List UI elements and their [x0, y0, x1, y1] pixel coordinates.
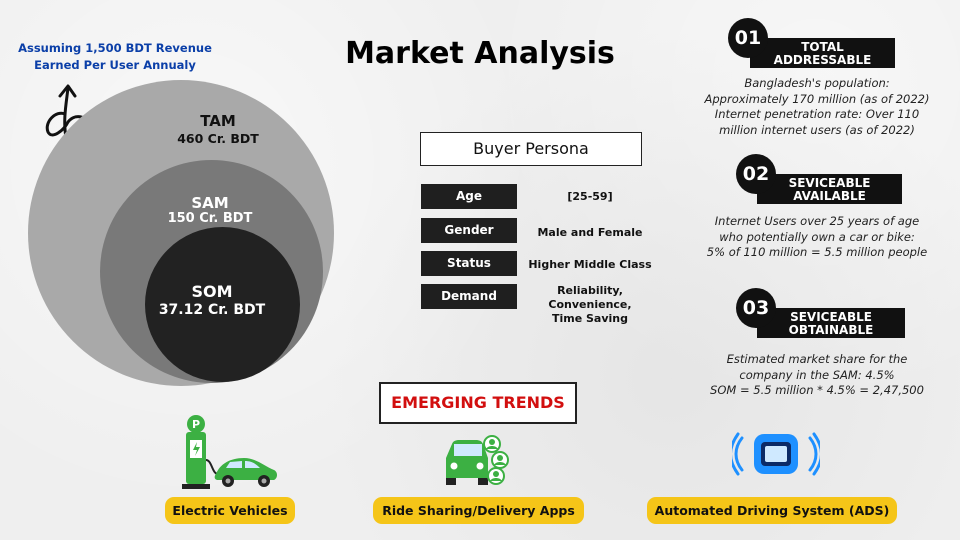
tam-desc-line-3: Internet penetration rate: Over 110 [714, 107, 920, 121]
tam-desc-line-2: Approximately 170 million (as of 2022) [704, 91, 930, 106]
segment-description-tam: Bangladesh's population: Approximately 1… [697, 76, 937, 138]
emerging-trends-heading: EMERGING TRENDS [379, 382, 577, 424]
page-title: Market Analysis [345, 36, 615, 71]
som-desc-line-2: company in the SAM: 4.5% [739, 367, 895, 382]
assumption-line-1: Assuming 1,500 BDT Revenue [18, 41, 212, 55]
som-desc-line-1: Estimated market share for the [726, 352, 908, 366]
sam-desc-line-3: 5% of 110 million = 5.5 million people [706, 245, 928, 259]
sam-value: 150 Cr. BDT [167, 211, 253, 226]
som-label: SOM [191, 282, 233, 301]
som-circle [145, 227, 300, 382]
assumption-note: Assuming 1,500 BDT Revenue Earned Per Us… [8, 40, 222, 74]
tag-serviceable-available-line-1: SEVICEABLE [788, 176, 871, 190]
svg-text:P: P [192, 418, 200, 431]
sam-label: SAM [191, 194, 229, 212]
segment-number-03: 03 [736, 288, 776, 328]
autonomous-car-icon [732, 432, 820, 476]
persona-value-status: Higher Middle Class [528, 258, 652, 271]
persona-value-demand: Reliability, Convenience, Time Saving [515, 284, 665, 326]
persona-value-demand-line-2: Time Saving [551, 312, 629, 325]
tam-desc-line-4: million internet users (as of 2022) [719, 122, 915, 137]
persona-label-age: Age [421, 184, 517, 209]
tag-serviceable-obtainable: SEVICEABLE OBTAINABLE [757, 308, 905, 338]
segment-number-01: 01 [728, 18, 768, 58]
segment-number-02: 02 [736, 154, 776, 194]
persona-label-status: Status [421, 251, 517, 276]
sam-desc-line-2: who potentially own a car or bike: [719, 229, 915, 244]
segment-description-som: Estimated market share for the company i… [697, 352, 937, 399]
tag-serviceable-available-line-2: AVAILABLE [793, 188, 866, 203]
assumption-line-2: Earned Per User Annualy [34, 58, 196, 72]
persona-value-age: [25-59] [567, 190, 613, 203]
sam-desc-line-1: Internet Users over 25 years of age [714, 214, 920, 228]
trend-label-electric-vehicles: Electric Vehicles [165, 497, 295, 524]
persona-label-demand: Demand [421, 284, 517, 309]
som-value: 37.12 Cr. BDT [158, 302, 266, 318]
tag-serviceable-obtainable-line-2: OBTAINABLE [788, 322, 874, 337]
segment-description-sam: Internet Users over 25 years of age who … [697, 214, 937, 261]
trend-label-ads: Automated Driving System (ADS) [647, 497, 897, 524]
tag-serviceable-obtainable-line-1: SEVICEABLE [790, 310, 872, 324]
trend-label-ride-sharing: Ride Sharing/Delivery Apps [373, 497, 584, 524]
tam-value: 460 Cr. BDT [177, 131, 259, 146]
buyer-persona-title: Buyer Persona [420, 132, 642, 166]
tag-total-addressable-line-2: ADDRESSABLE [773, 52, 872, 67]
som-desc-line-3: SOM = 5.5 million * 4.5% = 2,47,500 [710, 383, 924, 397]
tam-desc-line-1: Bangladesh's population: [744, 76, 890, 90]
tag-serviceable-available: SEVICEABLE AVAILABLE [757, 174, 902, 204]
ev-charging-icon: P [182, 415, 277, 489]
tag-total-addressable: TOTAL ADDRESSABLE [750, 38, 895, 68]
ride-sharing-icon [446, 435, 509, 485]
persona-value-gender: Male and Female [537, 226, 643, 239]
tam-label: TAM [200, 112, 236, 130]
persona-label-gender: Gender [421, 218, 517, 243]
tag-total-addressable-line-1: TOTAL [801, 40, 844, 54]
persona-value-demand-line-1: Reliability, Convenience, [548, 284, 632, 311]
